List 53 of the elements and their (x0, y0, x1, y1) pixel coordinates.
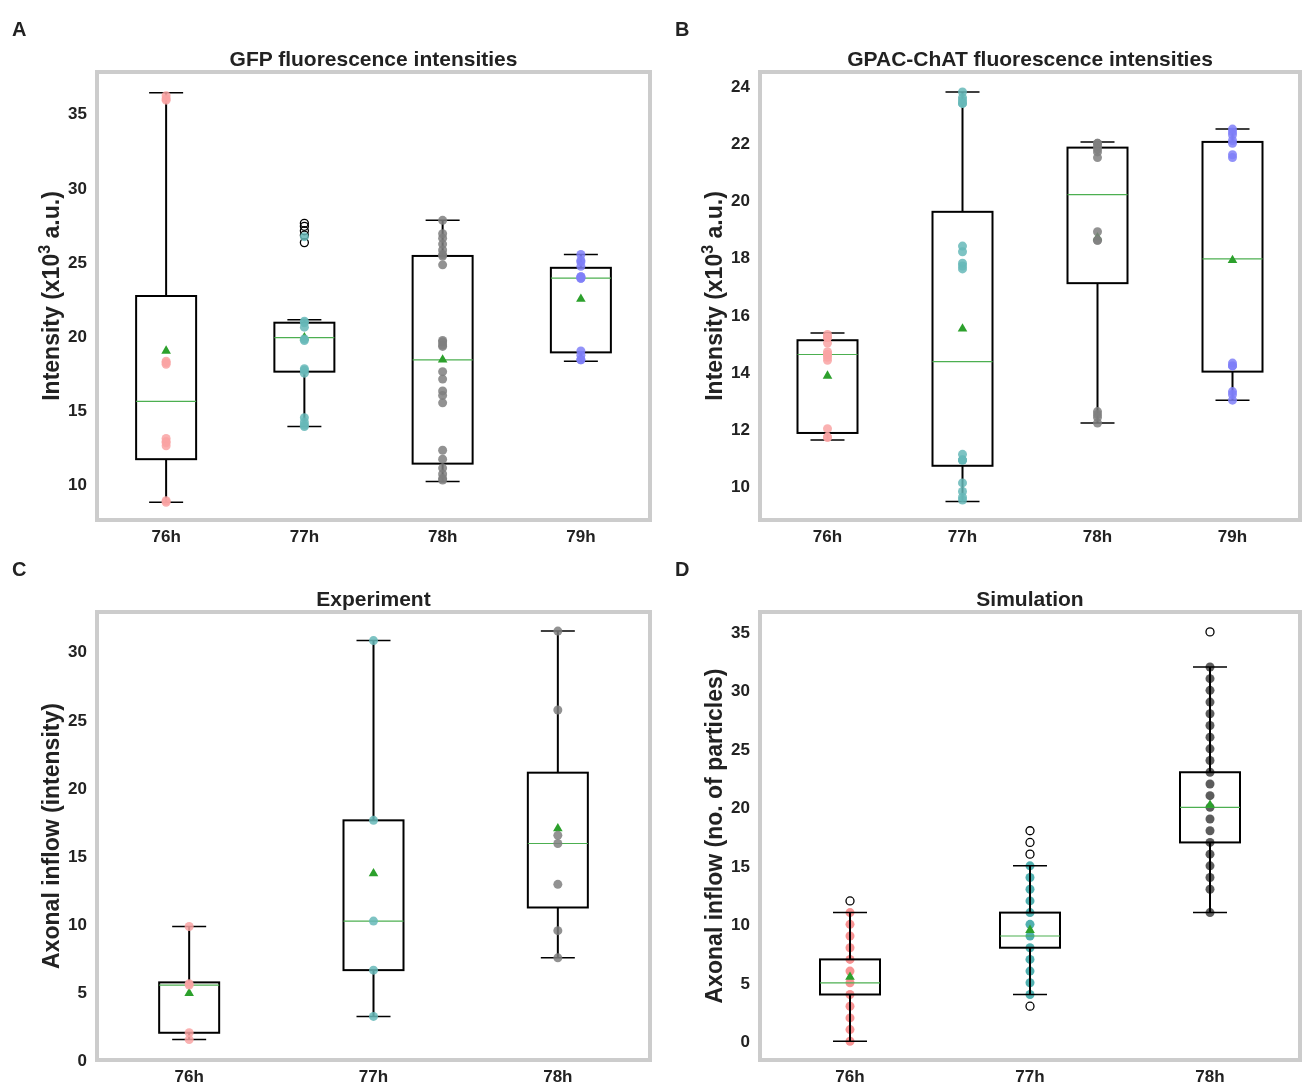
y-tick-label: 0 (77, 1050, 87, 1070)
x-tick-label: 79h (1217, 527, 1248, 547)
y-tick-label: 10 (68, 914, 87, 934)
y-tick-label: 10 (731, 476, 750, 496)
y-tick-label: 5 (77, 982, 87, 1002)
x-tick-label: 78h (543, 1067, 573, 1084)
y-axis-title: Axonal inflow (no. of particles) (701, 668, 727, 1004)
y-tick-label: 30 (68, 178, 87, 198)
chart-title: Experiment (316, 587, 431, 610)
y-tick-label: 15 (68, 401, 87, 421)
y-tick-label: 22 (731, 134, 750, 154)
y-tick-label: 18 (731, 248, 750, 268)
text: D (675, 558, 690, 580)
x-tick-label: 78h (1082, 527, 1113, 547)
chart-title: GPAC-ChAT fluorescence intensities (847, 47, 1213, 70)
x-tick-label: 76h (835, 1067, 865, 1084)
x-tick-label: 79h (566, 527, 596, 547)
x-tick-label: 78h (427, 527, 458, 547)
y-tick-label: 0 (740, 1032, 750, 1052)
y-tick-label: 10 (68, 475, 87, 495)
y-tick-label: 14 (731, 362, 751, 382)
x-tick-label: 77h (947, 527, 978, 547)
y-tick-label: 24 (731, 77, 751, 97)
y-tick-label: 30 (731, 681, 750, 701)
y-tick-label: 12 (731, 419, 750, 439)
text: B (675, 18, 690, 40)
y-axis-title: Axonal inflow (intensity) (38, 703, 64, 969)
y-tick-label: 20 (68, 326, 87, 346)
chart-title: Simulation (976, 587, 1084, 610)
y-tick-label: 10 (731, 915, 750, 935)
y-tick-label: 15 (731, 856, 750, 876)
y-tick-label: 25 (731, 739, 750, 759)
y-tick-label: 16 (731, 305, 750, 325)
x-tick-label: 77h (289, 527, 320, 547)
y-tick-label: 25 (68, 710, 87, 730)
y-tick-label: 35 (68, 104, 87, 124)
y-tick-label: 5 (740, 973, 750, 993)
x-tick-label: 77h (358, 1067, 389, 1084)
y-tick-label: 20 (68, 778, 87, 798)
y-tick-label: 25 (68, 252, 87, 272)
text: C (12, 558, 27, 580)
chart-title: GFP fluorescence intensities (229, 47, 518, 70)
y-tick-label: 20 (731, 191, 750, 211)
y-tick-label: 35 (731, 622, 750, 642)
y-tick-label: 20 (731, 798, 750, 818)
x-tick-label: 76h (812, 527, 843, 547)
text: A (12, 18, 27, 40)
x-tick-label: 76h (151, 527, 181, 547)
x-tick-label: 77h (1015, 1067, 1045, 1084)
x-tick-label: 78h (1195, 1067, 1225, 1084)
y-tick-label: 30 (68, 642, 87, 662)
x-tick-label: 76h (174, 1067, 204, 1084)
y-tick-label: 15 (68, 846, 87, 866)
